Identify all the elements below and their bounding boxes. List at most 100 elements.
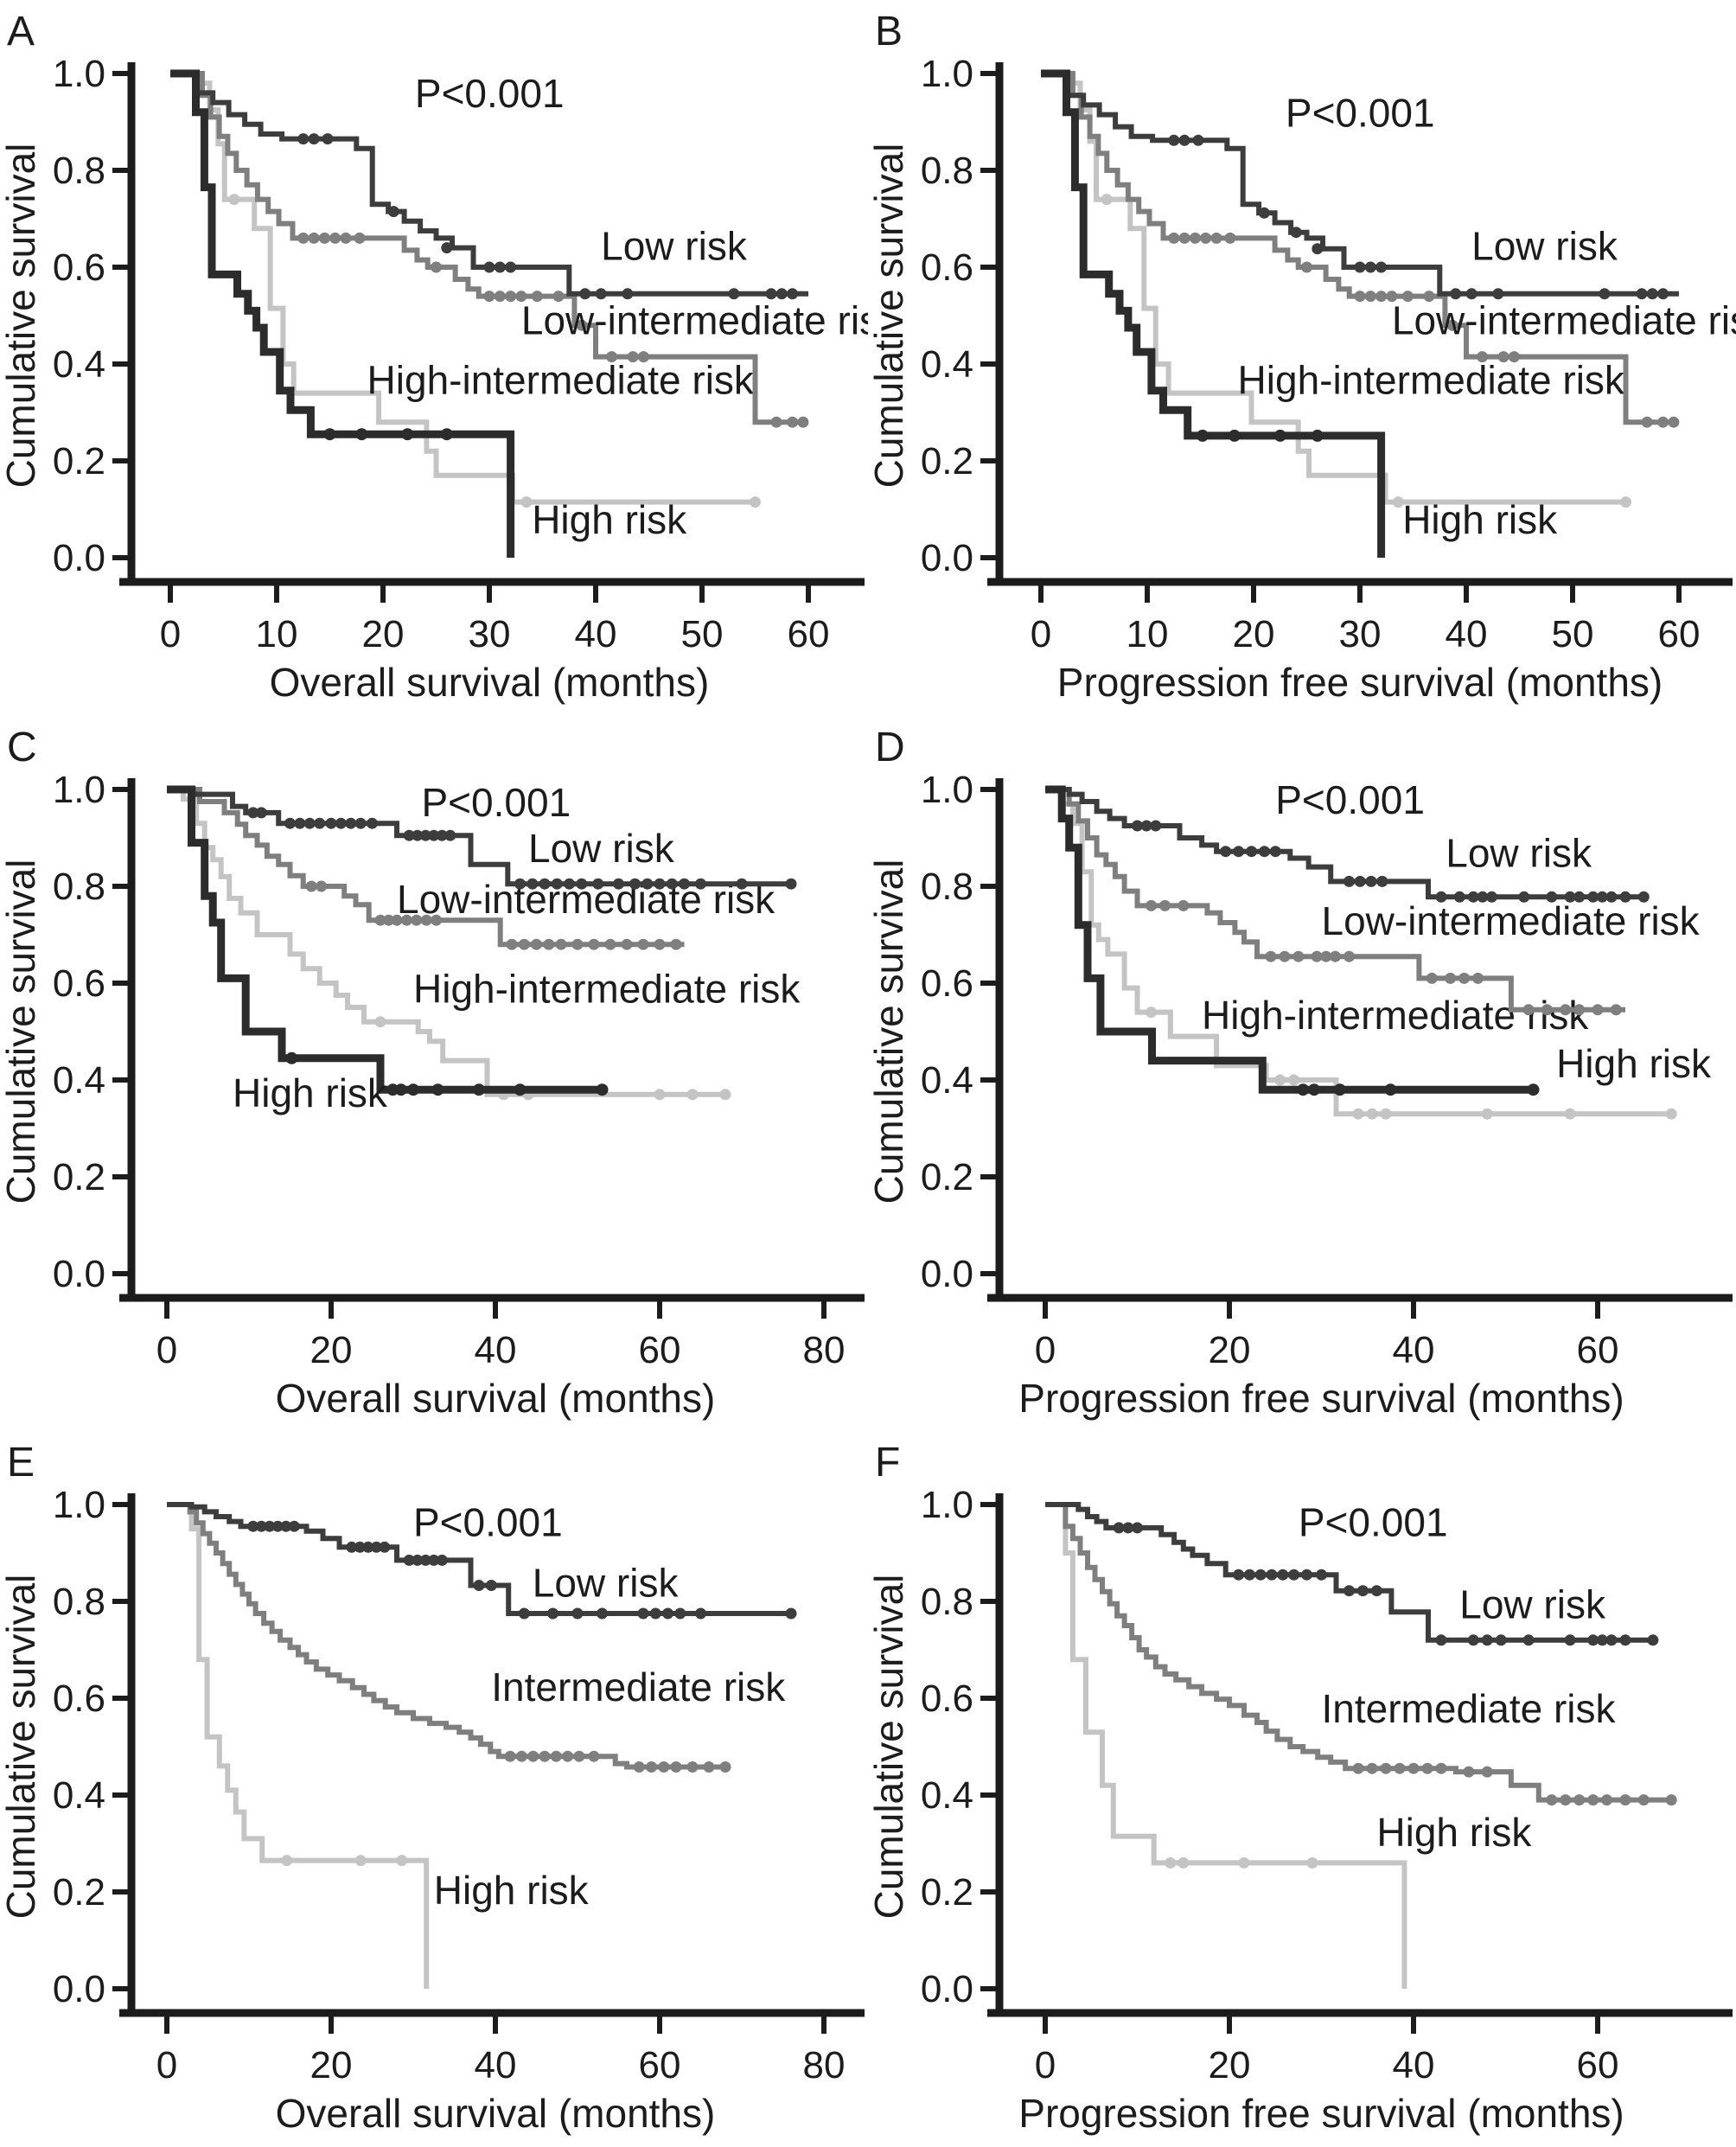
censor-mark-low-risk [1450,288,1462,300]
series-label-low-intermediate-risk: Low-intermediate risk [1322,898,1701,943]
censor-mark-low-risk [1376,875,1388,887]
censor-mark-low-intermediate-risk [1375,291,1388,303]
series-label-low-risk: Low risk [528,826,675,871]
censor-mark-low-intermediate-risk [1641,416,1653,428]
censor-mark-high-intermediate-risk [1101,194,1113,206]
censor-mark-low-risk [1646,288,1658,300]
censor-mark-low-risk [294,817,306,829]
censor-mark-low-risk [1312,243,1324,255]
series-label-high-intermediate-risk: High-intermediate risk [413,966,801,1011]
censor-mark-intermediate-risk [573,1750,585,1762]
censor-mark-low-risk [539,878,551,890]
censor-mark-intermediate-risk [1637,1794,1650,1806]
y-tick-label: 0.2 [53,440,105,482]
censor-mark-low-intermediate-risk [1330,950,1341,962]
censor-mark-intermediate-risk [1394,1762,1406,1774]
x-tick-label: 40 [1393,2044,1435,2086]
censor-mark-high-risk [407,1083,419,1096]
km-curve-low-risk [167,1502,791,1616]
y-tick-label: 0.4 [53,1059,105,1102]
y-tick-label: 0.0 [53,1253,105,1295]
km-curve-high-risk [167,1502,430,1989]
censor-mark-high-risk [1273,429,1286,442]
censor-mark-low-intermediate-risk [1497,351,1509,363]
censor-mark-low-intermediate-risk [576,319,588,331]
y-tick-label: 0.8 [921,866,973,908]
censor-mark-low-risk [1587,1634,1599,1646]
y-tick-label: 0.8 [921,150,973,192]
censor-mark-low-intermediate-risk [1292,950,1305,962]
y-tick-label: 0.8 [53,866,105,908]
censor-mark-intermediate-risk [719,1761,731,1773]
censor-mark-high-intermediate-risk [1620,496,1631,508]
series-label-low-risk: Low risk [1459,1582,1606,1627]
censor-mark-low-risk [1258,207,1270,219]
censor-mark-high-intermediate-risk [1288,1074,1300,1086]
censor-mark-low-intermediate-risk [305,880,317,892]
panel-e-chart: 0 20 40 60 80 0.0 0.2 0.4 0.6 0.8 1.0 Overall survi… [0,1440,865,2136]
y-tick-label: 0.4 [53,1774,105,1817]
x-tick-label: 0 [1035,2044,1056,2086]
censor-mark-low-risk [1495,1634,1507,1646]
series-label-low-risk: Low risk [601,224,748,269]
x-tick-label: 60 [639,1329,681,1371]
censor-mark-low-risk [483,261,495,273]
y-tick-label: 0.8 [53,150,105,192]
censor-mark-low-risk [345,817,357,829]
censor-mark-low-risk [1522,1634,1535,1646]
censor-mark-low-risk [473,1580,485,1591]
x-tick-label: 40 [475,2044,517,2086]
censor-mark-high-risk [354,1855,367,1867]
censor-mark-intermediate-risk [1587,1794,1599,1806]
panel-letter: B [875,9,903,54]
series-label-low-risk: Low risk [1446,831,1592,876]
km-curve-low-intermediate-risk [167,787,685,948]
x-tick-label: 20 [1233,613,1275,655]
km-curve-low-intermediate-risk [1045,787,1625,1013]
censor-mark-intermediate-risk [1619,1794,1631,1806]
censor-mark-high-risk [473,1083,485,1096]
censor-mark-low-risk [297,133,310,145]
censor-mark-high-intermediate-risk [1366,1108,1378,1120]
censor-mark-low-risk [247,807,259,819]
series-label-intermediate-risk: Intermediate risk [491,1665,786,1709]
censor-mark-low-intermediate-risk [1573,1004,1586,1016]
panel-letter: D [875,725,905,770]
series-label-high-risk: High risk [1402,497,1558,542]
censor-mark-high-intermediate-risk [1665,1108,1677,1120]
censor-mark-low-risk [335,817,347,829]
censor-mark-low-intermediate-risk [1320,950,1332,962]
series-label-low-intermediate-risk: Low-intermediate risk [521,297,868,342]
censor-mark-low-risk [354,817,367,829]
km-curve-intermediate-risk [167,1502,725,1770]
p-value-label: P<0.001 [1275,777,1425,822]
y-tick-label: 0.4 [921,1774,973,1817]
censor-mark-high-intermediate-risk [374,1016,386,1028]
censor-mark-low-risk [666,878,678,890]
censor-mark-low-intermediate-risk [543,938,555,950]
censor-mark-low-risk [571,1607,584,1620]
censor-mark-low-intermediate-risk [1168,232,1180,244]
censor-mark-low-risk [1605,891,1618,903]
censor-mark-intermediate-risk [1407,1762,1420,1774]
censor-mark-high-risk [1297,1083,1310,1096]
censor-mark-intermediate-risk [1601,1794,1613,1806]
x-tick-label: 50 [681,613,724,655]
censor-mark-low-risk [1288,1569,1300,1581]
censor-mark-low-risk [428,829,440,841]
censor-mark-low-risk [1435,891,1447,903]
censor-mark-low-risk [1168,134,1180,146]
x-tick-label: 40 [475,1329,517,1371]
censor-mark-low-risk [654,878,666,890]
censor-mark-low-intermediate-risk [621,938,633,950]
censor-mark-low-intermediate-risk [1200,232,1212,244]
censor-mark-low-intermediate-risk [1472,972,1484,984]
censor-mark-low-risk [412,1554,424,1566]
censor-mark-low-risk [1619,1634,1631,1646]
series-label-intermediate-risk: Intermediate risk [1322,1686,1617,1731]
censor-mark-low-risk [613,878,624,890]
censor-mark-low-risk [255,807,267,819]
censor-mark-low-risk [1132,820,1143,832]
km-curve-high-risk [1045,1502,1407,1989]
censor-mark-low-risk [527,878,539,890]
